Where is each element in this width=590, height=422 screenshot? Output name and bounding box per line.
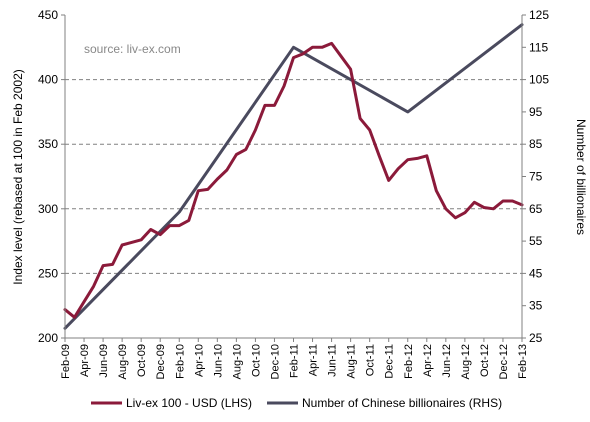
y-right-tick-label: 35 [529, 299, 543, 313]
y-right-tick-label: 105 [529, 73, 549, 87]
x-tick-label: Aug-12 [460, 344, 472, 379]
x-tick-label: Dec-10 [269, 344, 281, 379]
x-tick-label: Aug-09 [117, 344, 129, 379]
y-right-ticks: 25 35 45 55 65 75 85 95 105 115 125 [522, 8, 549, 345]
x-tick-label: Apr-10 [193, 344, 205, 377]
series-line-liv-ex [63, 41, 524, 319]
x-tick-label: Oct-10 [250, 344, 262, 377]
y-right-tick-label: 75 [529, 170, 543, 184]
x-tick-label: Aug-11 [346, 344, 358, 379]
y-left-axis-title: Index level (rebased at 100 in Feb 2002) [11, 69, 25, 284]
x-tick-label: Apr-12 [422, 344, 434, 377]
axes [64, 15, 523, 339]
y-left-tick-label: 450 [38, 8, 58, 22]
y-right-tick-label: 55 [529, 234, 543, 248]
legend-label-liv-ex: Liv-ex 100 - USD (LHS) [126, 396, 252, 410]
series-lines [63, 23, 524, 330]
x-tick-label: Jun-10 [212, 344, 224, 378]
x-tick-label: Apr-09 [79, 344, 91, 377]
series-line-billionaires [63, 23, 524, 330]
x-tick-label: Jun-09 [98, 344, 110, 378]
x-tick-label: Oct-11 [365, 344, 377, 376]
source-annotation: source: liv-ex.com [84, 42, 181, 56]
x-tick-label: Dec-12 [498, 344, 510, 379]
x-tick-label: Oct-09 [136, 344, 148, 377]
x-tick-label: Apr-11 [308, 344, 320, 376]
y-left-tick-label: 250 [38, 266, 58, 280]
legend-label-billionaires: Number of Chinese billionaires (RHS) [302, 396, 502, 410]
x-ticks: Feb-09 Apr-09 Jun-09 Aug-09 Oct-09 Dec-09 Feb-… [60, 338, 529, 379]
y-right-tick-label: 85 [529, 137, 543, 151]
y-right-tick-label: 115 [529, 40, 548, 54]
y-left-tick-label: 350 [38, 137, 58, 151]
x-tick-label: Dec-11 [384, 344, 396, 379]
x-tick-label: Aug-10 [231, 344, 243, 379]
x-tick-label: Jun-11 [327, 344, 339, 377]
x-tick-label: Feb-11 [289, 344, 301, 378]
y-right-tick-label: 125 [529, 8, 549, 22]
y-left-tick-label: 300 [38, 202, 58, 216]
y-right-axis-title: Number of billionaires [574, 119, 588, 235]
y-right-tick-label: 45 [529, 266, 543, 280]
x-tick-label: Feb-13 [517, 344, 529, 379]
legend: Liv-ex 100 - USD (LHS) Number of Chinese… [91, 396, 502, 410]
x-tick-label: Dec-09 [155, 344, 167, 379]
y-left-tick-label: 200 [38, 331, 58, 345]
y-left-ticks: 200 250 300 350 400 450 [38, 8, 65, 345]
grid-lines [65, 79, 522, 274]
x-tick-label: Feb-09 [60, 344, 72, 379]
x-tick-label: Oct-12 [479, 344, 491, 377]
x-tick-label: Feb-12 [403, 344, 415, 379]
x-tick-label: Feb-10 [174, 344, 186, 379]
y-left-tick-label: 400 [38, 73, 58, 87]
y-right-tick-label: 25 [529, 331, 543, 345]
x-tick-label: Jun-12 [441, 344, 453, 378]
y-right-tick-label: 95 [529, 105, 543, 119]
y-right-tick-label: 65 [529, 202, 543, 216]
